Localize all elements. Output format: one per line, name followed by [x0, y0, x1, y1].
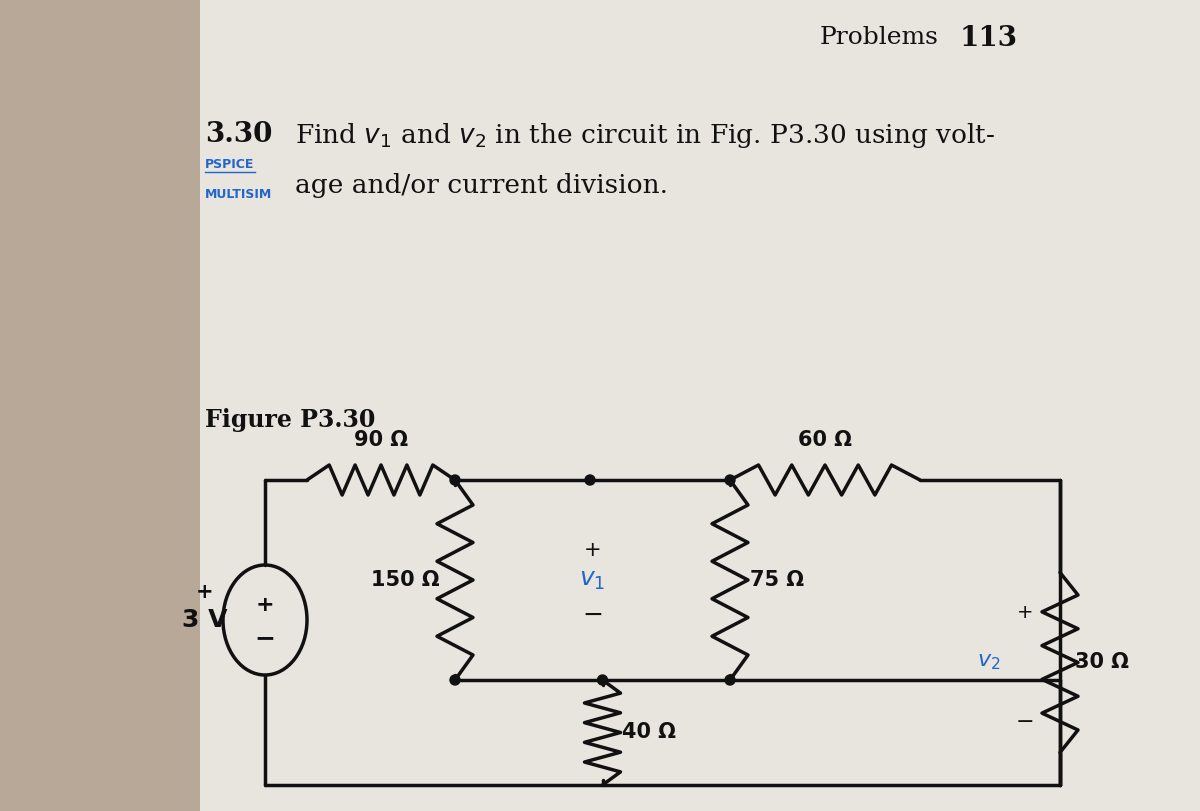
- Text: 40 Ω: 40 Ω: [623, 723, 677, 743]
- Text: $v_2$: $v_2$: [977, 653, 1000, 672]
- Text: Problems: Problems: [820, 27, 938, 49]
- Circle shape: [450, 475, 460, 485]
- Circle shape: [725, 675, 734, 685]
- Text: 60 Ω: 60 Ω: [798, 430, 852, 450]
- Text: 90 Ω: 90 Ω: [354, 430, 408, 450]
- Text: 150 Ω: 150 Ω: [371, 570, 440, 590]
- Text: +: +: [196, 582, 214, 602]
- Circle shape: [450, 675, 460, 685]
- Text: 30 Ω: 30 Ω: [1075, 653, 1129, 672]
- Circle shape: [586, 475, 595, 485]
- Text: $v_1$: $v_1$: [580, 568, 606, 592]
- Text: Find $v_1$ and $v_2$ in the circuit in Fig. P3.30 using volt-: Find $v_1$ and $v_2$ in the circuit in F…: [295, 121, 995, 149]
- Text: age and/or current division.: age and/or current division.: [295, 173, 668, 198]
- Text: 3 V: 3 V: [182, 608, 228, 632]
- Text: −: −: [582, 603, 604, 627]
- Text: MULTISIM: MULTISIM: [205, 188, 272, 201]
- Text: +: +: [583, 540, 601, 560]
- Text: −: −: [254, 626, 276, 650]
- Text: +: +: [256, 595, 275, 615]
- Text: +: +: [1016, 603, 1033, 622]
- Text: 113: 113: [960, 24, 1018, 52]
- Text: −: −: [1015, 713, 1034, 732]
- Text: 75 Ω: 75 Ω: [750, 570, 804, 590]
- Circle shape: [598, 675, 607, 685]
- Text: Figure P3.30: Figure P3.30: [205, 408, 376, 432]
- Text: 3.30: 3.30: [205, 122, 272, 148]
- Circle shape: [725, 475, 734, 485]
- Text: PSPICE: PSPICE: [205, 158, 254, 171]
- Bar: [0, 0, 200, 811]
